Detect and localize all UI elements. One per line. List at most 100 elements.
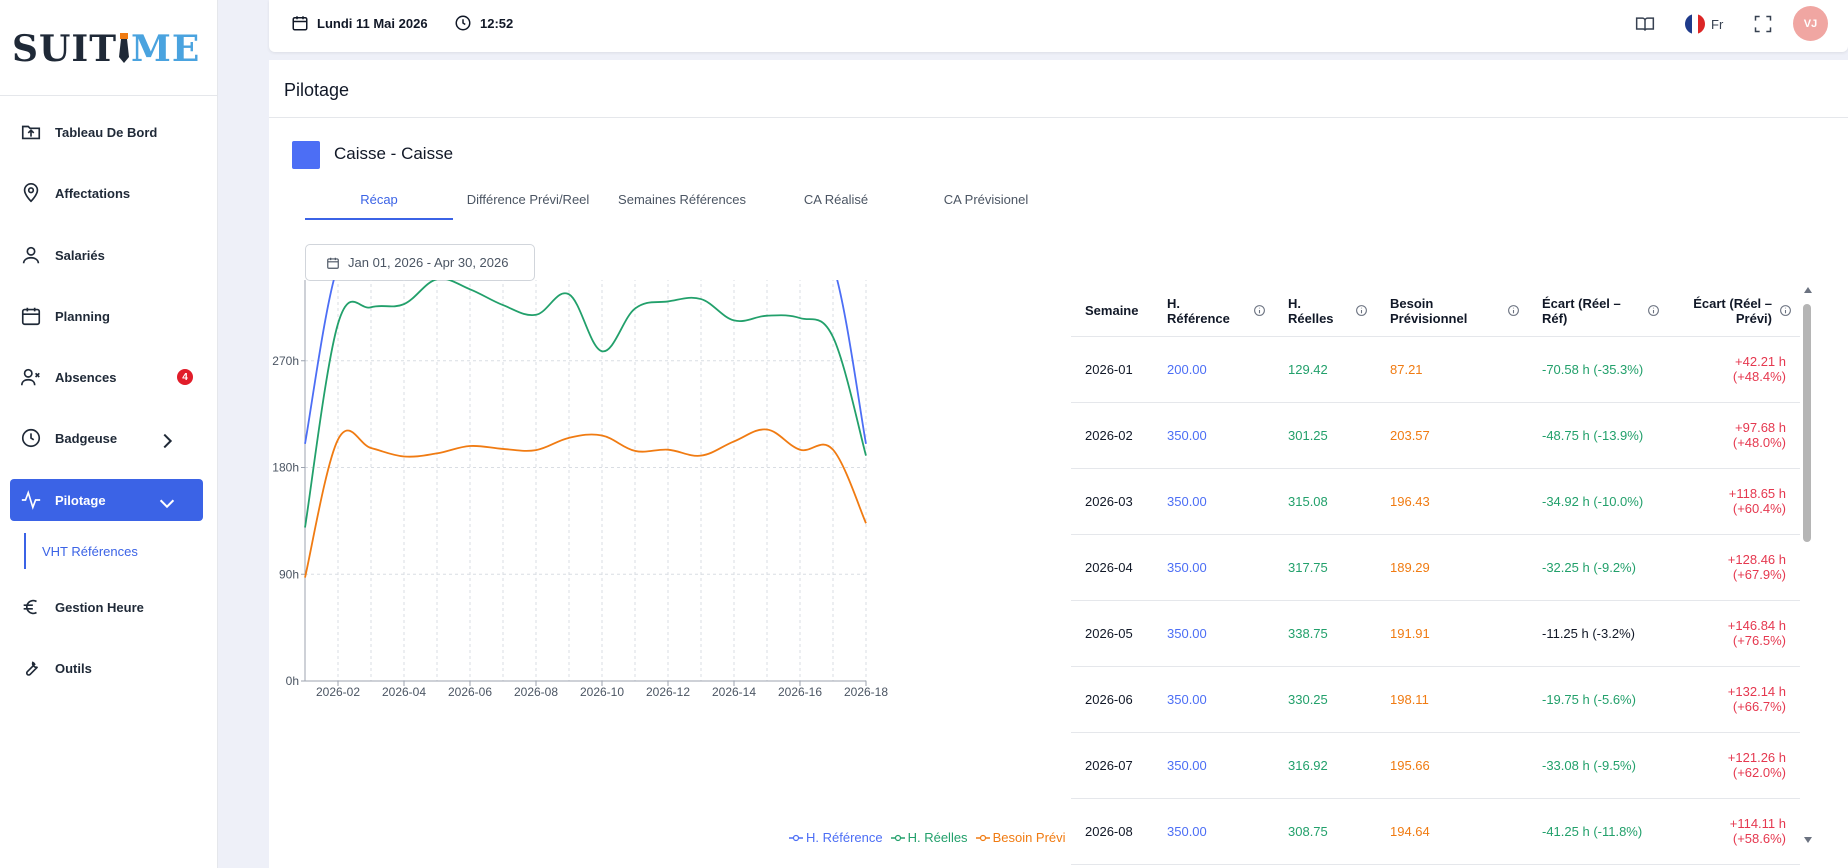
sidebar-item-salaries[interactable]: Salariés bbox=[10, 234, 203, 276]
x-tick-label: 2026-04 bbox=[382, 685, 426, 699]
table-cell: 350.00 bbox=[1153, 600, 1274, 667]
legend-marker-icon bbox=[789, 834, 803, 841]
table-row[interactable]: 2026-07 350.00 316.92 195.66 -33.08 h (-9.5%… bbox=[1071, 732, 1800, 799]
table-row[interactable]: 2026-01 200.00 129.42 87.21 -70.58 h (-35.3%… bbox=[1071, 336, 1800, 403]
tab-difference-previ-reel[interactable]: Différence Prévi/Reel bbox=[466, 192, 590, 207]
sidebar: SUIT ME Tableau De Bord Affectations Sala… bbox=[0, 0, 218, 868]
scroll-down-arrow-icon[interactable] bbox=[1803, 836, 1813, 844]
clock-icon bbox=[21, 428, 41, 448]
table-cell: 2026-04 bbox=[1071, 534, 1153, 601]
chevron-right-icon bbox=[163, 433, 173, 449]
table-cell: -41.25 h (-11.8%) bbox=[1528, 798, 1668, 865]
x-tick-label: 2026-18 bbox=[844, 685, 888, 699]
sidebar-subitem-vht-references[interactable]: VHT Références bbox=[24, 533, 138, 569]
table-cell: +132.14 h (+66.7%) bbox=[1668, 666, 1800, 733]
col-header-besoin-previsionnel[interactable]: Besoin Prévisionnel bbox=[1376, 286, 1528, 337]
x-tick-label: 2026-08 bbox=[514, 685, 558, 699]
y-tick-label: 90h bbox=[279, 567, 299, 581]
sidebar-item-absences[interactable]: Absences 4 bbox=[10, 356, 203, 398]
table-cell: +121.26 h (+62.0%) bbox=[1668, 732, 1800, 799]
sidebar-item-tableau-de-bord[interactable]: Tableau De Bord bbox=[10, 111, 203, 153]
sidebar-item-outils[interactable]: Outils bbox=[10, 647, 203, 689]
tab-ca-realise[interactable]: CA Réalisé bbox=[803, 192, 869, 207]
table-cell: 2026-01 bbox=[1071, 336, 1153, 403]
recap-table: Semaine H. Référence H. Réelles Besoin P… bbox=[1071, 286, 1800, 865]
section-title: Caisse - Caisse bbox=[334, 144, 454, 163]
legend-marker-icon bbox=[890, 834, 905, 841]
tab-recap[interactable]: Récap bbox=[305, 186, 453, 220]
table-cell: +42.21 h (+48.4%) bbox=[1668, 336, 1800, 403]
logo-divider bbox=[0, 95, 218, 96]
table-cell: -33.08 h (-9.5%) bbox=[1528, 732, 1668, 799]
tab-semaines-references[interactable]: Semaines Références bbox=[618, 192, 746, 207]
col-header-h-reelles[interactable]: H. Réelles bbox=[1274, 286, 1376, 337]
table-cell: -34.92 h (-10.0%) bbox=[1528, 468, 1668, 535]
series-line-2 bbox=[304, 428, 867, 578]
user-icon bbox=[22, 246, 40, 264]
table-cell: -48.75 h (-13.9%) bbox=[1528, 402, 1668, 469]
sidebar-item-planning[interactable]: Planning bbox=[10, 295, 203, 337]
date-range-picker[interactable]: Jan 01, 2026 - Apr 30, 2026 bbox=[305, 244, 535, 281]
book-icon[interactable] bbox=[1635, 14, 1655, 34]
scroll-up-arrow-icon[interactable] bbox=[1803, 286, 1813, 294]
col-header-h-reference[interactable]: H. Référence bbox=[1153, 286, 1274, 337]
euro-icon bbox=[23, 599, 37, 615]
wrench-icon bbox=[26, 661, 39, 676]
calendar-icon bbox=[21, 307, 41, 326]
table-row[interactable]: 2026-03 350.00 315.08 196.43 -34.92 h (-10.0… bbox=[1071, 468, 1800, 535]
info-icon[interactable] bbox=[1779, 304, 1792, 317]
x-tick-label: 2026-12 bbox=[646, 685, 690, 699]
sidebar-item-badgeuse[interactable]: Badgeuse bbox=[10, 417, 203, 459]
table-cell: 350.00 bbox=[1153, 534, 1274, 601]
col-header-ecart-reel-previ[interactable]: Écart (Réel – Prévi) bbox=[1668, 286, 1800, 337]
table-cell: 317.75 bbox=[1274, 534, 1376, 601]
legend-item-reference[interactable]: H. Référence bbox=[789, 830, 883, 845]
table-scrollbar[interactable] bbox=[1802, 286, 1814, 846]
fullscreen-icon[interactable] bbox=[1753, 14, 1773, 34]
table-row[interactable]: 2026-06 350.00 330.25 198.11 -19.75 h (-5.6%… bbox=[1071, 666, 1800, 733]
table-cell: 191.91 bbox=[1376, 600, 1528, 667]
table-cell: 350.00 bbox=[1153, 732, 1274, 799]
table-cell: 198.11 bbox=[1376, 666, 1528, 733]
legend-item-reelles[interactable]: H. Réelles bbox=[890, 830, 968, 845]
info-icon[interactable] bbox=[1647, 304, 1660, 317]
table-cell: 2026-05 bbox=[1071, 600, 1153, 667]
sidebar-item-pilotage[interactable]: Pilotage bbox=[10, 479, 203, 521]
table-cell: 203.57 bbox=[1376, 402, 1528, 469]
table-cell: +118.65 h (+60.4%) bbox=[1668, 468, 1800, 535]
tab-ca-previsionel[interactable]: CA Prévisionel bbox=[943, 192, 1029, 207]
table-row[interactable]: 2026-02 350.00 301.25 203.57 -48.75 h (-13.9… bbox=[1071, 402, 1800, 469]
table-cell: +114.11 h (+58.6%) bbox=[1668, 798, 1800, 865]
series-line-0 bbox=[304, 280, 867, 444]
absences-count-badge: 4 bbox=[177, 369, 193, 385]
sidebar-item-affectations[interactable]: Affectations bbox=[10, 172, 203, 214]
col-header-ecart-reel-ref[interactable]: Écart (Réel – Réf) bbox=[1528, 286, 1668, 337]
france-flag-icon bbox=[1685, 14, 1705, 34]
table-cell: 315.08 bbox=[1274, 468, 1376, 535]
info-icon[interactable] bbox=[1355, 304, 1368, 317]
table-row[interactable]: 2026-04 350.00 317.75 189.29 -32.25 h (-9.2%… bbox=[1071, 534, 1800, 601]
legend-item-previ[interactable]: Besoin Prévi bbox=[975, 830, 1066, 845]
suitime-logo[interactable]: SUIT ME bbox=[12, 28, 201, 70]
x-tick-label: 2026-10 bbox=[580, 685, 624, 699]
table-row[interactable]: 2026-05 350.00 338.75 191.91 -11.25 h (-3.2%… bbox=[1071, 600, 1800, 667]
col-header-semaine[interactable]: Semaine bbox=[1071, 286, 1153, 337]
info-icon[interactable] bbox=[1253, 304, 1266, 317]
legend-marker-icon bbox=[975, 834, 990, 841]
table-cell: 195.66 bbox=[1376, 732, 1528, 799]
info-icon[interactable] bbox=[1507, 304, 1520, 317]
table-row[interactable]: 2026-08 350.00 308.75 194.64 -41.25 h (-11.8… bbox=[1071, 798, 1800, 865]
table-cell: 330.25 bbox=[1274, 666, 1376, 733]
table-cell: 2026-06 bbox=[1071, 666, 1153, 733]
table-cell: -19.75 h (-5.6%) bbox=[1528, 666, 1668, 733]
x-tick-label: 2026-02 bbox=[316, 685, 360, 699]
table-cell: 350.00 bbox=[1153, 402, 1274, 469]
user-avatar[interactable]: VJ bbox=[1793, 6, 1828, 41]
activity-icon bbox=[21, 490, 41, 510]
sidebar-item-gestion-heure[interactable]: Gestion Heure bbox=[10, 586, 203, 628]
dashboard-upload-icon bbox=[21, 125, 41, 140]
language-selector[interactable]: Fr bbox=[1685, 14, 1723, 34]
table-cell: +146.84 h (+76.5%) bbox=[1668, 600, 1800, 667]
scrollbar-thumb[interactable] bbox=[1803, 304, 1811, 542]
table-cell: 87.21 bbox=[1376, 336, 1528, 403]
